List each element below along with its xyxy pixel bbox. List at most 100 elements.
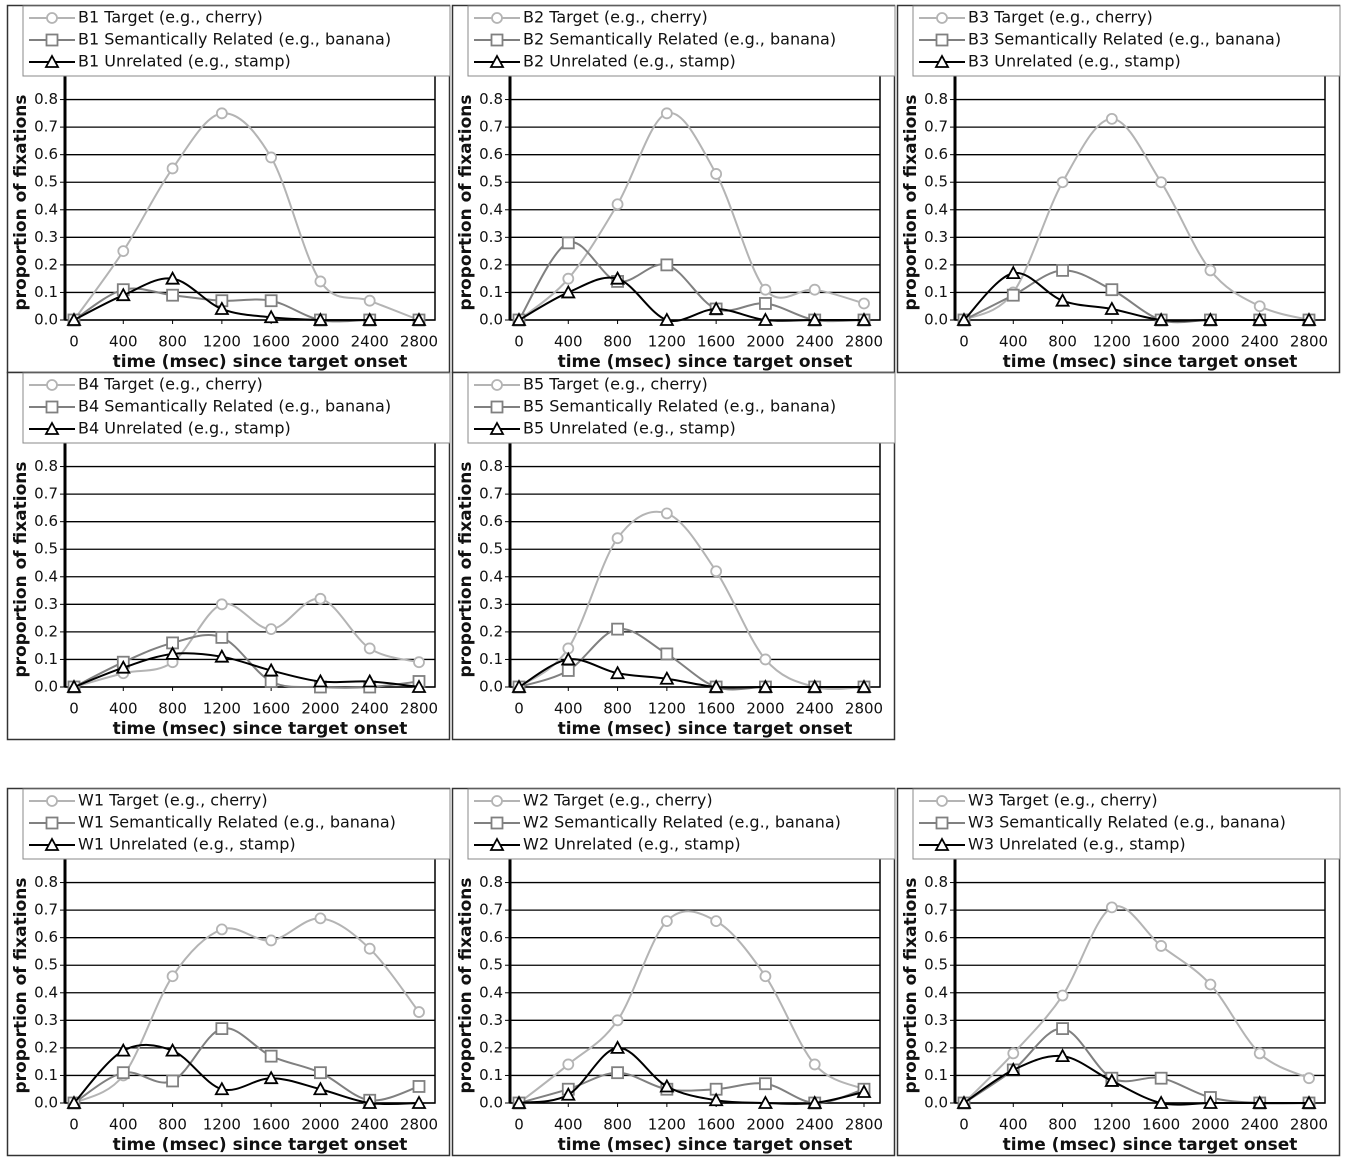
marker bbox=[166, 970, 179, 983]
y-tick-label: 0.4 bbox=[924, 200, 948, 218]
y-axis-title: proportion of fixations bbox=[11, 877, 31, 1093]
marker bbox=[1055, 1048, 1071, 1063]
marker bbox=[489, 54, 505, 68]
marker bbox=[46, 12, 58, 24]
legend-box bbox=[912, 5, 1341, 77]
y-tick-label: 0.3 bbox=[34, 228, 58, 246]
marker bbox=[491, 795, 503, 807]
marker bbox=[44, 837, 60, 851]
marker bbox=[610, 270, 626, 285]
marker bbox=[44, 54, 60, 68]
x-axis-title: time (msec) since target onset bbox=[113, 719, 408, 739]
marker bbox=[856, 1084, 872, 1098]
marker bbox=[115, 659, 131, 674]
x-tick-label: 400 bbox=[109, 700, 138, 718]
y-tick-label: 0.6 bbox=[34, 145, 58, 163]
marker bbox=[934, 54, 950, 68]
y-tick-label: 0.5 bbox=[479, 956, 503, 974]
y-tick-label: 0.4 bbox=[34, 983, 58, 1001]
legend-label: B4 Semantically Related (e.g., banana) bbox=[78, 397, 391, 416]
legend-box bbox=[467, 372, 896, 444]
marker bbox=[757, 1095, 773, 1109]
legend-label: W2 Semantically Related (e.g., banana) bbox=[523, 813, 841, 832]
marker bbox=[165, 1042, 181, 1057]
marker bbox=[1154, 1071, 1168, 1085]
marker bbox=[1202, 1095, 1218, 1109]
marker bbox=[611, 198, 624, 211]
marker bbox=[1204, 978, 1217, 991]
marker bbox=[1155, 176, 1168, 189]
marker bbox=[314, 912, 327, 925]
marker bbox=[215, 598, 228, 611]
x-tick-label: 400 bbox=[999, 1116, 1028, 1134]
legend-label: B5 Unrelated (e.g., stamp) bbox=[523, 419, 736, 438]
marker bbox=[1056, 1022, 1069, 1036]
legend-box bbox=[467, 5, 896, 77]
x-tick-label: 1600 bbox=[1142, 333, 1180, 351]
x-axis-title: time (msec) since target onset bbox=[1003, 352, 1298, 372]
y-tick-label: 0.8 bbox=[479, 90, 503, 108]
marker bbox=[413, 656, 425, 669]
marker bbox=[856, 312, 872, 326]
marker bbox=[1006, 288, 1020, 302]
marker bbox=[165, 270, 181, 285]
marker bbox=[363, 642, 376, 655]
marker bbox=[1153, 312, 1169, 326]
y-tick-label: 0.7 bbox=[34, 485, 58, 503]
marker bbox=[611, 532, 624, 545]
y-tick-label: 0.5 bbox=[479, 540, 503, 558]
x-tick-label: 2800 bbox=[845, 700, 883, 718]
legend-label: B2 Target (e.g., cherry) bbox=[523, 8, 708, 27]
marker bbox=[807, 1095, 823, 1109]
x-tick-label: 0 bbox=[959, 1116, 969, 1134]
legend-label: W1 Semantically Related (e.g., banana) bbox=[78, 813, 396, 832]
legend-label: W1 Unrelated (e.g., stamp) bbox=[78, 835, 296, 854]
x-tick-label: 1200 bbox=[203, 1116, 241, 1134]
legend-box bbox=[22, 372, 451, 444]
marker bbox=[856, 679, 872, 693]
marker bbox=[1005, 1062, 1021, 1076]
y-tick-label: 0.5 bbox=[924, 173, 948, 191]
x-tick-label: 1600 bbox=[1142, 1116, 1180, 1134]
y-tick-label: 0.5 bbox=[34, 540, 58, 558]
marker bbox=[1056, 989, 1069, 1002]
marker bbox=[489, 421, 505, 435]
y-tick-label: 0.7 bbox=[479, 485, 503, 503]
chart-panel: 0.0 0.1 0.2 0.3 0.4 0.5 0.6 0.7 0.8 0 400 800 1200 16… bbox=[6, 4, 451, 374]
y-tick-label: 0.7 bbox=[924, 901, 948, 919]
y-tick-label: 0.7 bbox=[34, 118, 58, 136]
marker bbox=[935, 816, 949, 830]
legend-label: W3 Target (e.g., cherry) bbox=[968, 791, 1158, 810]
legend-label: W3 Unrelated (e.g., stamp) bbox=[968, 835, 1186, 854]
y-tick-label: 0.2 bbox=[34, 622, 58, 640]
x-tick-label: 2400 bbox=[796, 1116, 834, 1134]
chart-panel: 0.0 0.1 0.2 0.3 0.4 0.5 0.6 0.7 0.8 0 400 800 1200 16… bbox=[6, 787, 451, 1157]
y-tick-label: 0.8 bbox=[924, 90, 948, 108]
marker bbox=[1202, 312, 1218, 326]
y-tick-label: 0.2 bbox=[924, 1038, 948, 1056]
series-line bbox=[518, 510, 865, 691]
y-tick-label: 0.1 bbox=[479, 1066, 503, 1084]
marker bbox=[45, 816, 59, 830]
chart-panel: 0.0 0.1 0.2 0.3 0.4 0.5 0.6 0.7 0.8 0 400 800 1200 16… bbox=[6, 371, 451, 741]
marker bbox=[660, 258, 674, 272]
legend-label: B1 Target (e.g., cherry) bbox=[78, 8, 263, 27]
legend-box bbox=[912, 788, 1341, 860]
marker bbox=[1007, 1047, 1020, 1060]
y-tick-label: 0.0 bbox=[34, 1094, 58, 1112]
x-tick-label: 2400 bbox=[796, 333, 834, 351]
x-tick-label: 800 bbox=[158, 333, 187, 351]
y-tick-label: 0.0 bbox=[34, 311, 58, 329]
marker bbox=[265, 151, 278, 164]
marker bbox=[490, 33, 504, 47]
marker bbox=[610, 1040, 626, 1054]
marker bbox=[956, 312, 972, 326]
x-tick-label: 2000 bbox=[746, 700, 784, 718]
marker bbox=[1155, 940, 1168, 952]
marker bbox=[660, 107, 673, 120]
marker bbox=[708, 679, 724, 693]
y-tick-label: 0.2 bbox=[479, 255, 503, 273]
marker bbox=[934, 837, 950, 851]
marker bbox=[1105, 283, 1119, 297]
marker bbox=[66, 312, 82, 326]
